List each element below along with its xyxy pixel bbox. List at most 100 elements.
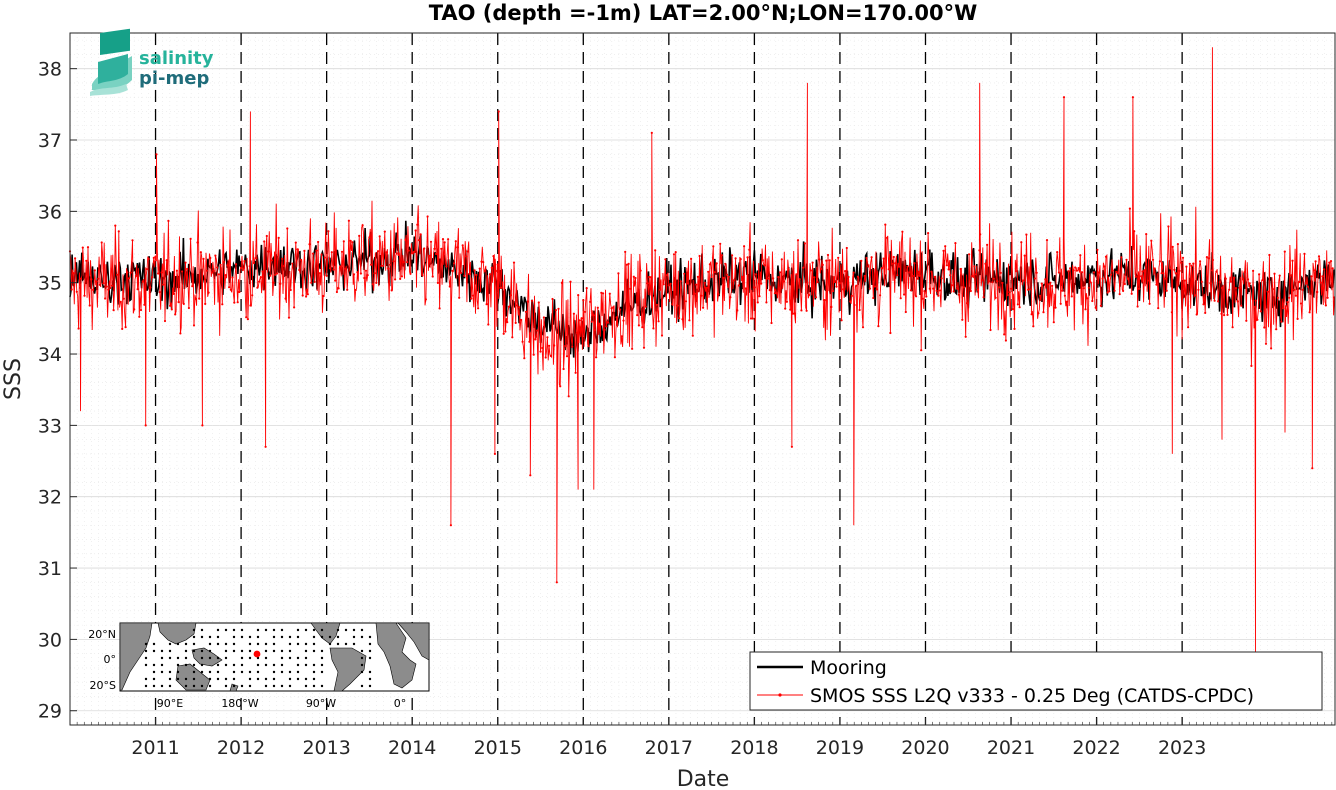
- smos-point: [286, 227, 289, 230]
- inset-station-dot: [232, 684, 236, 688]
- smos-point: [210, 271, 214, 274]
- smos-point: [182, 302, 185, 305]
- smos-point: [1228, 288, 1231, 291]
- inset-lat-label-equator: 0°: [104, 653, 117, 666]
- smos-point: [1003, 333, 1006, 336]
- smos-point: [1092, 271, 1096, 274]
- salinity-pi-mep-logo: salinity pi-mep: [90, 28, 214, 96]
- inset-station-dot: [232, 628, 236, 632]
- smos-point: [909, 289, 913, 292]
- inset-station-dot: [160, 684, 164, 688]
- smos-point: [378, 235, 381, 238]
- smos-point: [755, 273, 758, 276]
- smos-point: [134, 274, 137, 278]
- inset-station-dot: [144, 656, 148, 660]
- smos-point: [1091, 299, 1094, 303]
- smos-point: [589, 300, 592, 303]
- smos-point: [700, 294, 703, 297]
- smos-point: [949, 274, 952, 277]
- smos-point: [212, 269, 215, 272]
- smos-point: [617, 272, 620, 275]
- smos-point: [537, 301, 540, 304]
- smos-point: [942, 249, 945, 252]
- inset-station-dot: [360, 628, 364, 632]
- smos-point: [987, 280, 990, 283]
- smos-point: [551, 297, 554, 301]
- inset-lon-label-90w: 90°W: [306, 697, 336, 710]
- inset-station-dot: [360, 635, 364, 639]
- inset-station-dot: [240, 649, 244, 653]
- smos-point: [887, 268, 890, 271]
- smos-point: [678, 317, 681, 320]
- inset-station-dot: [224, 677, 228, 681]
- smos-point: [686, 282, 689, 285]
- smos-point: [1138, 287, 1141, 290]
- smos-point: [746, 256, 749, 259]
- smos-point: [1275, 328, 1278, 331]
- inset-station-dot: [280, 670, 284, 674]
- smos-point: [231, 276, 234, 279]
- smos-point: [605, 325, 608, 328]
- smos-point: [506, 321, 509, 324]
- smos-point: [816, 281, 819, 284]
- inset-station-dot: [304, 628, 308, 632]
- inset-station-dot: [288, 635, 292, 639]
- smos-point: [1127, 277, 1130, 280]
- smos-point: [672, 253, 676, 256]
- smos-point: [502, 332, 505, 335]
- smos-point: [246, 318, 249, 321]
- smos-point: [1218, 281, 1221, 284]
- inset-station-dot: [360, 684, 364, 688]
- smos-point: [1288, 296, 1291, 299]
- smos-point: [1188, 262, 1191, 265]
- smos-point: [234, 263, 238, 266]
- smos-point: [275, 272, 279, 275]
- smos-point: [631, 347, 634, 350]
- inset-station-dot: [288, 677, 292, 681]
- smos-point: [329, 267, 332, 270]
- smos-point: [126, 271, 129, 274]
- x-tick-label: 2018: [730, 737, 778, 759]
- smos-point: [820, 267, 823, 271]
- smos-point: [475, 273, 478, 277]
- inset-station-dot: [312, 663, 316, 667]
- smos-point: [1253, 305, 1256, 308]
- smos-point: [1200, 280, 1203, 283]
- smos-point: [138, 315, 141, 318]
- smos-point: [382, 264, 385, 267]
- smos-point: [532, 353, 535, 356]
- inset-station-dot: [200, 656, 204, 660]
- smos-point: [1162, 272, 1165, 275]
- smos-point: [141, 280, 144, 283]
- smos-point: [1087, 286, 1090, 289]
- smos-point: [75, 290, 78, 293]
- smos-point: [703, 281, 706, 284]
- smos-point: [121, 327, 124, 330]
- inset-station-dot: [192, 642, 196, 646]
- smos-point: [1016, 303, 1020, 306]
- smos-point: [780, 258, 783, 261]
- smos-point: [1205, 256, 1208, 259]
- smos-point: [364, 269, 368, 272]
- smos-point: [79, 286, 82, 289]
- smos-point: [795, 273, 798, 276]
- smos-point: [95, 280, 98, 283]
- smos-point: [595, 356, 598, 359]
- smos-point: [901, 230, 904, 233]
- smos-point: [219, 263, 222, 266]
- smos-point: [879, 294, 882, 297]
- y-tick-label: 35: [38, 273, 62, 295]
- smos-point: [1072, 269, 1075, 272]
- smos-point: [662, 283, 665, 286]
- smos-point: [959, 267, 962, 271]
- inset-map-land: [119, 622, 430, 692]
- smos-point: [852, 271, 855, 274]
- smos-point: [368, 236, 371, 239]
- smos-point: [1323, 268, 1326, 271]
- smos-point: [782, 280, 785, 283]
- smos-point: [654, 249, 657, 252]
- smos-point: [524, 310, 528, 313]
- smos-point: [707, 270, 710, 273]
- smos-point: [1181, 256, 1185, 259]
- smos-point: [1150, 239, 1153, 242]
